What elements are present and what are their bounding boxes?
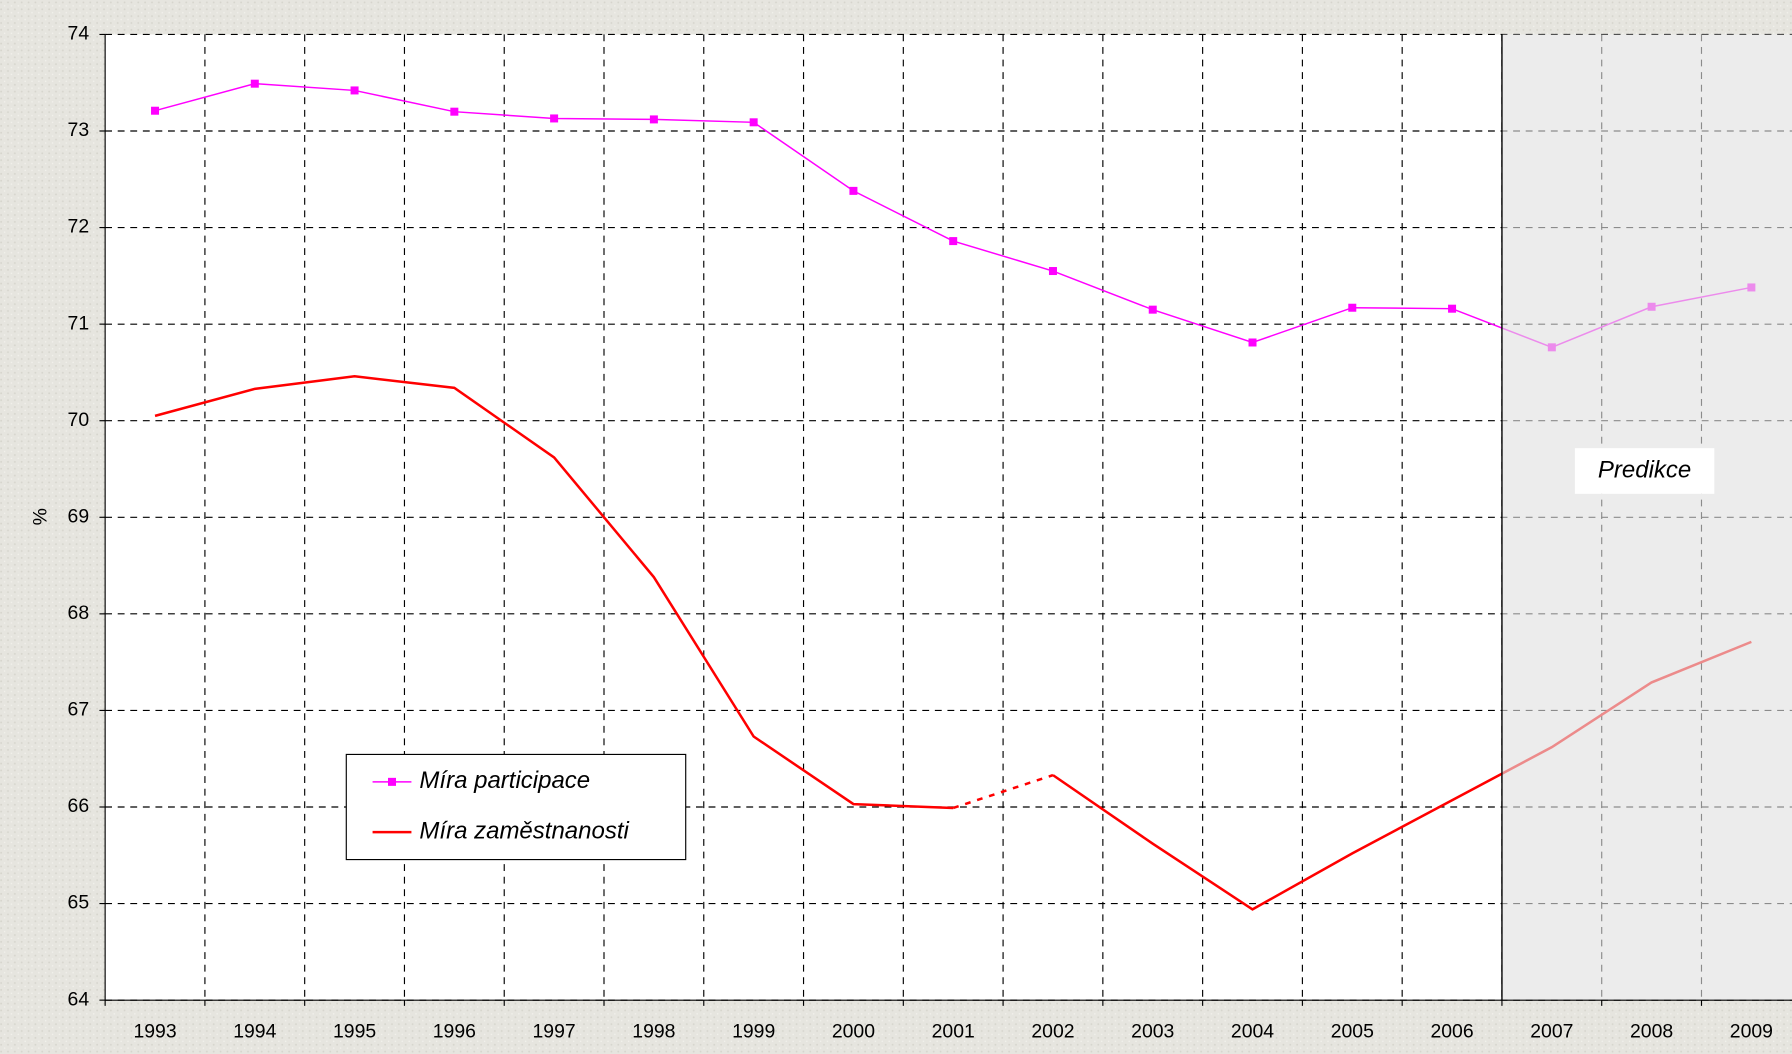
y-tick-label: 71 xyxy=(68,312,90,334)
y-axis-label: % xyxy=(29,508,51,525)
forecast-region xyxy=(1501,34,1792,1001)
point-marker xyxy=(649,115,658,124)
x-tick-label: 1995 xyxy=(333,1020,376,1042)
point-marker xyxy=(1148,305,1157,314)
point-marker xyxy=(1448,304,1457,313)
y-tick-label: 68 xyxy=(68,602,90,624)
y-tick-label: 66 xyxy=(68,795,90,817)
point-marker xyxy=(250,79,259,88)
point-marker xyxy=(949,237,958,246)
y-tick-label: 64 xyxy=(68,988,90,1010)
x-tick-label: 2005 xyxy=(1331,1020,1374,1042)
annotation-box xyxy=(1574,448,1715,494)
x-tick-label: 2009 xyxy=(1730,1020,1773,1042)
y-tick-label: 70 xyxy=(68,409,90,431)
x-tick-label: 1998 xyxy=(632,1020,675,1042)
series-line xyxy=(154,375,954,810)
x-tick-label: 1997 xyxy=(533,1020,576,1042)
y-tick-label: 67 xyxy=(68,699,90,721)
y-tick-label: 65 xyxy=(68,892,90,914)
point-marker xyxy=(1348,303,1357,312)
x-tick-label: 2000 xyxy=(832,1020,875,1042)
y-tick-label: 74 xyxy=(68,23,90,45)
legend-label: Míra zaměstnanosti xyxy=(419,817,629,844)
y-tick-label: 69 xyxy=(68,505,90,527)
x-tick-label: 2001 xyxy=(932,1020,975,1042)
x-tick-label: 2006 xyxy=(1430,1020,1473,1042)
annotation: Predikce xyxy=(1598,456,1691,483)
point-marker xyxy=(749,118,758,127)
point-marker xyxy=(849,186,858,195)
y-tick-label: 72 xyxy=(68,216,90,238)
point-marker xyxy=(550,114,559,123)
point-marker xyxy=(151,106,160,115)
point-marker xyxy=(1248,338,1257,347)
x-tick-label: 2008 xyxy=(1630,1020,1673,1042)
point-marker xyxy=(450,107,459,116)
x-tick-label: 1999 xyxy=(732,1020,775,1042)
legend-label: Míra participace xyxy=(419,767,590,794)
x-tick-label: 2002 xyxy=(1031,1020,1074,1042)
x-tick-label: 2004 xyxy=(1231,1020,1274,1042)
y-tick-label: 73 xyxy=(68,119,90,141)
x-tick-label: 1993 xyxy=(133,1020,176,1042)
legend-marker xyxy=(388,777,396,786)
x-tick-label: 1996 xyxy=(433,1020,476,1042)
x-tick-label: 1994 xyxy=(233,1020,276,1042)
point-marker xyxy=(350,86,359,95)
point-marker xyxy=(1048,267,1057,276)
series-line xyxy=(952,773,1054,810)
legend-box xyxy=(345,753,687,861)
x-tick-label: 2007 xyxy=(1530,1020,1573,1042)
x-tick-label: 2003 xyxy=(1131,1020,1174,1042)
